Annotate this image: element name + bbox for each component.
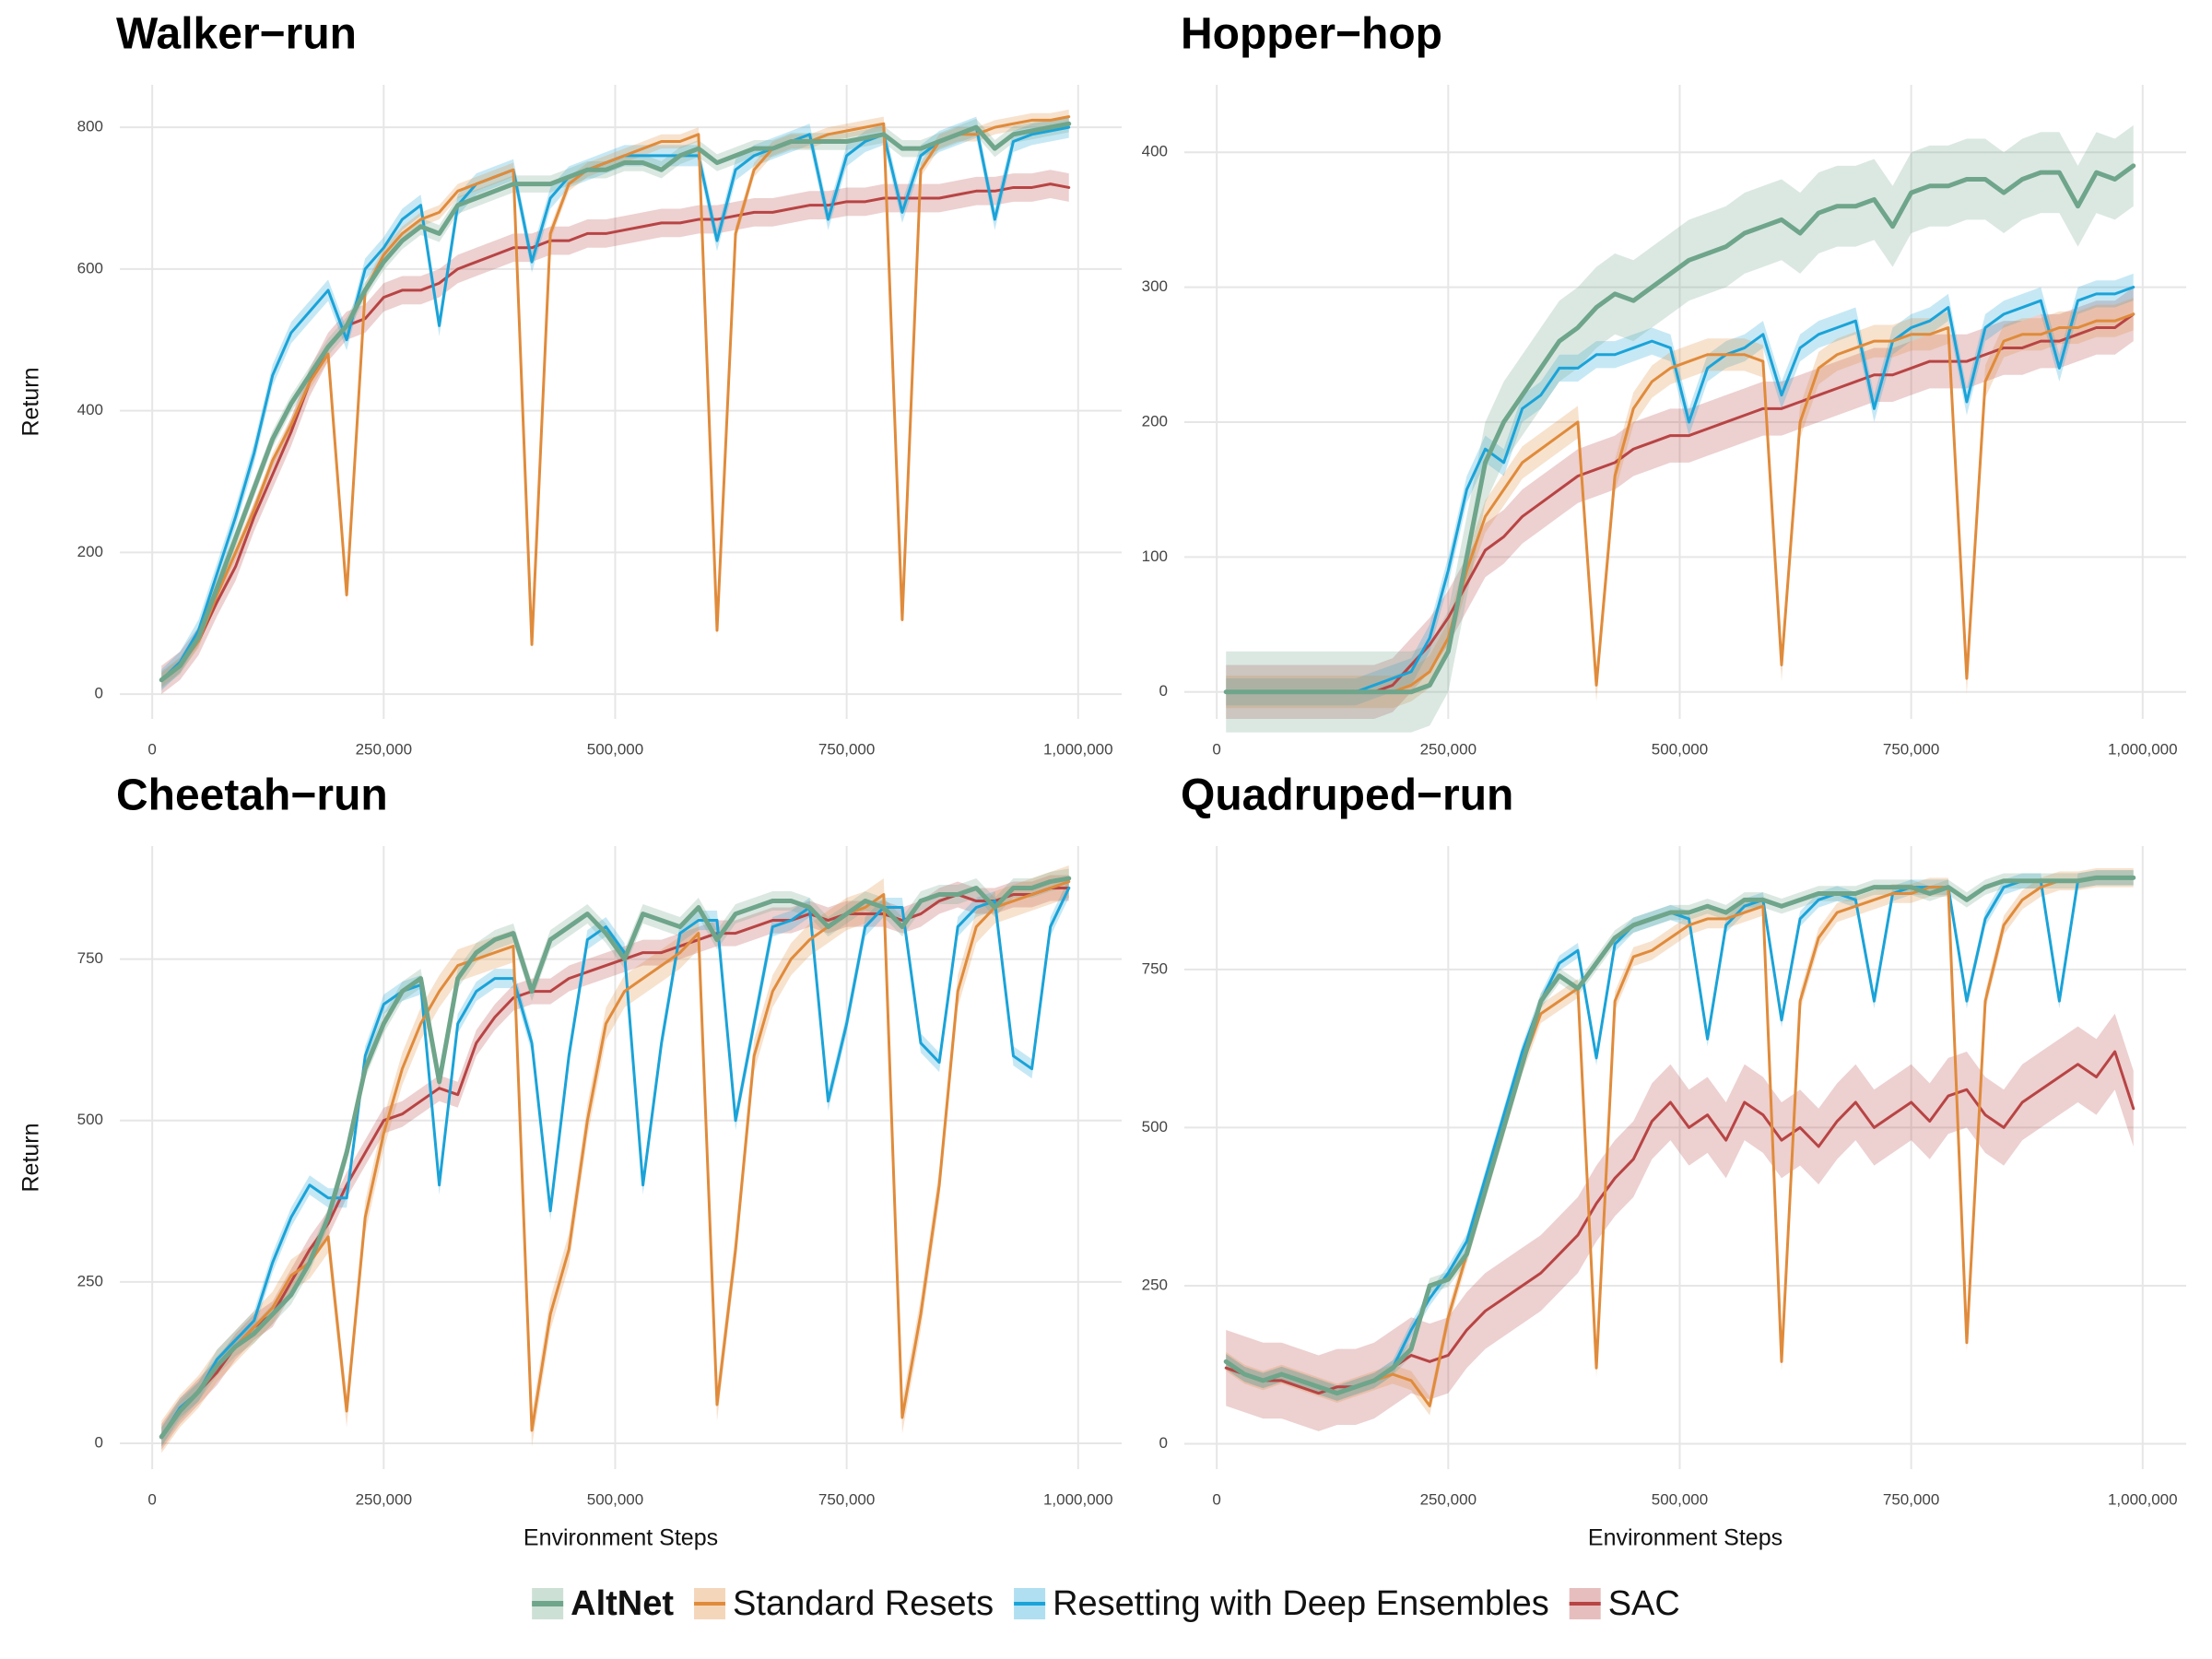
confidence-band xyxy=(161,170,1069,695)
x-tick-label: 0 xyxy=(147,740,156,758)
x-tick-label: 500,000 xyxy=(1652,1490,1708,1508)
y-tick-label: 800 xyxy=(77,118,103,135)
y-tick-label: 0 xyxy=(1159,682,1168,700)
y-tick-label: 500 xyxy=(1142,1118,1168,1135)
series-line xyxy=(159,887,1071,1439)
y-tick-label: 0 xyxy=(1159,1434,1168,1452)
legend-item: Resetting with Deep Ensembles xyxy=(1014,1584,1549,1623)
confidence-band xyxy=(1226,273,2134,706)
y-tick-label: 250 xyxy=(77,1272,103,1289)
confidence-band xyxy=(1226,298,2134,709)
x-tick-label: 250,000 xyxy=(356,740,412,758)
y-tick-label: 400 xyxy=(77,401,103,418)
series-line xyxy=(1223,163,2136,695)
y-tick-label: 0 xyxy=(95,1433,103,1451)
x-axis-label: Environment Steps xyxy=(524,1525,718,1551)
y-tick-label: 300 xyxy=(1142,277,1168,295)
x-tick-label: 750,000 xyxy=(818,1490,875,1508)
legend-item: SAC xyxy=(1569,1584,1680,1623)
series-line xyxy=(159,115,1071,682)
legend-item: AltNet xyxy=(532,1584,674,1623)
confidence-band xyxy=(1226,124,2134,733)
x-tick-label: 500,000 xyxy=(587,1490,643,1508)
x-tick-label: 750,000 xyxy=(1883,1490,1939,1508)
legend-label: SAC xyxy=(1608,1584,1680,1623)
legend: AltNet Standard Resets Resetting with Deep… xyxy=(532,1584,1680,1623)
legend-label: AltNet xyxy=(571,1584,674,1623)
y-tick-label: 250 xyxy=(1142,1276,1168,1293)
x-axis-label: Environment Steps xyxy=(1588,1525,1783,1551)
y-axis-label: Return xyxy=(18,1123,44,1192)
series-line xyxy=(159,876,1072,1440)
y-tick-label: 200 xyxy=(77,543,103,560)
x-tick-label: 750,000 xyxy=(818,740,875,758)
x-tick-label: 250,000 xyxy=(1420,740,1477,758)
x-tick-label: 1,000,000 xyxy=(1043,1490,1113,1508)
x-tick-label: 1,000,000 xyxy=(2108,740,2178,758)
series-line xyxy=(1224,286,2136,694)
y-tick-label: 500 xyxy=(77,1111,103,1128)
y-tick-label: 100 xyxy=(1142,547,1168,565)
x-tick-label: 750,000 xyxy=(1883,740,1939,758)
panel: Hopper−hop 0 100 200 300 400 0 250,000 500,000 75… xyxy=(1142,10,2186,758)
x-tick-label: 0 xyxy=(1212,1490,1220,1508)
legend-label: Standard Resets xyxy=(733,1584,994,1623)
x-tick-label: 1,000,000 xyxy=(1043,740,1113,758)
chart-title: Cheetah−run xyxy=(116,771,388,820)
y-tick-label: 750 xyxy=(77,949,103,967)
series-line xyxy=(159,121,1072,683)
legend-label: Resetting with Deep Ensembles xyxy=(1053,1584,1549,1623)
chart-title: Hopper−hop xyxy=(1181,10,1442,59)
y-tick-label: 600 xyxy=(77,259,103,276)
chart-title: Quadruped−run xyxy=(1181,771,1513,820)
panel: Walker−run 0 200 400 600 800 0 250,000 500,000 75… xyxy=(18,10,1122,758)
x-tick-label: 0 xyxy=(1212,740,1220,758)
x-tick-label: 500,000 xyxy=(1652,740,1708,758)
panel: Quadruped−run 0 250 500 750 0 250,000 500,000 75… xyxy=(1142,771,2186,1551)
confidence-band xyxy=(1226,870,2134,1401)
series-line xyxy=(1223,875,2136,1396)
series-line xyxy=(159,887,1071,1439)
y-tick-label: 750 xyxy=(1142,959,1168,977)
x-tick-label: 250,000 xyxy=(356,1490,412,1508)
confidence-band xyxy=(1226,870,2134,1401)
y-tick-label: 0 xyxy=(95,685,103,702)
panel: Cheetah−run 0 250 500 750 0 250,000 500,000 750,… xyxy=(18,771,1122,1551)
confidence-band xyxy=(1226,1013,2134,1431)
x-tick-label: 500,000 xyxy=(587,740,643,758)
x-tick-label: 0 xyxy=(147,1490,156,1508)
x-tick-label: 250,000 xyxy=(1420,1490,1477,1508)
y-tick-label: 200 xyxy=(1142,412,1168,429)
y-axis-label: Return xyxy=(18,367,44,436)
x-tick-label: 1,000,000 xyxy=(2108,1490,2178,1508)
legend-item: Standard Resets xyxy=(694,1584,994,1623)
chart-title: Walker−run xyxy=(116,10,357,59)
y-tick-label: 400 xyxy=(1142,143,1168,160)
